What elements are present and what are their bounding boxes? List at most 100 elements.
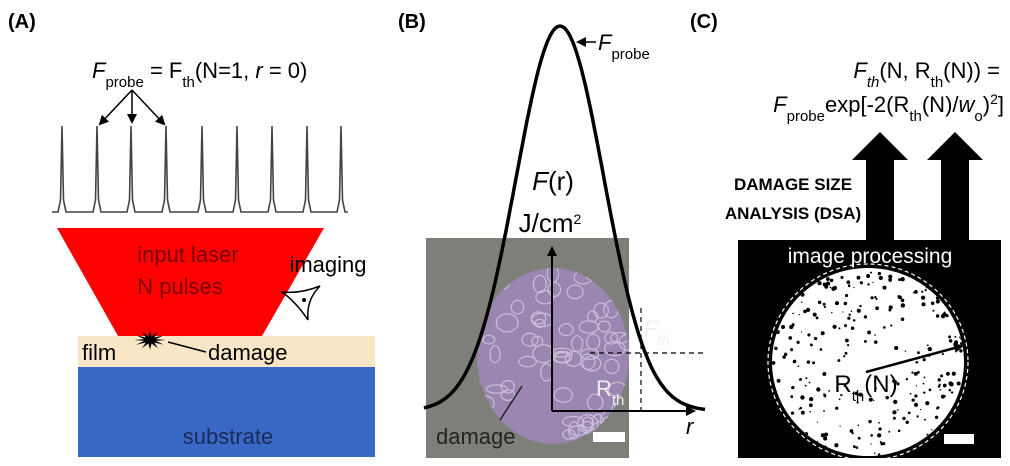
speck <box>906 378 908 380</box>
speck <box>931 302 935 306</box>
speck <box>872 282 873 283</box>
speck <box>842 311 843 312</box>
speck <box>874 340 878 344</box>
speck <box>922 302 926 306</box>
panel-label: (C) <box>690 11 718 33</box>
speck <box>845 294 848 297</box>
speck <box>914 372 918 376</box>
method-label: DAMAGE SIZE <box>734 175 852 194</box>
speck <box>893 417 896 420</box>
speck <box>790 348 793 351</box>
speck <box>888 308 891 311</box>
pointer-arrows <box>100 90 164 124</box>
speck <box>948 335 951 338</box>
eq-part: th <box>182 74 195 91</box>
speck <box>936 314 939 317</box>
speck <box>923 383 925 385</box>
speck <box>823 282 827 286</box>
speck <box>823 394 826 397</box>
speck <box>798 365 800 367</box>
speck <box>874 334 876 336</box>
label-part: (r) <box>548 166 574 196</box>
label-part: th <box>852 388 865 405</box>
speck <box>857 276 861 280</box>
speck <box>823 303 826 306</box>
label-part: (N) <box>864 371 897 398</box>
speck <box>823 436 827 440</box>
speck <box>788 336 792 340</box>
speck <box>830 287 832 289</box>
speck <box>920 409 921 410</box>
speck <box>921 296 925 300</box>
speck <box>878 422 880 424</box>
speck <box>943 384 947 388</box>
speck <box>826 277 830 281</box>
speck <box>870 434 873 437</box>
speck <box>902 417 905 420</box>
speck <box>866 274 870 278</box>
label-part: J/cm <box>519 208 574 238</box>
label-part: probe <box>611 46 649 63</box>
laser-text: input laser <box>137 242 239 267</box>
speck <box>954 340 958 344</box>
speck <box>848 284 851 287</box>
speck <box>901 318 905 322</box>
speck <box>924 377 926 379</box>
speck <box>924 419 926 421</box>
axis-label: r <box>686 414 695 439</box>
damage-blob <box>772 268 964 456</box>
speck <box>929 388 932 391</box>
speck <box>912 399 915 402</box>
speck <box>925 401 929 405</box>
up-arrow <box>927 132 983 242</box>
speck <box>867 283 869 285</box>
speck <box>852 432 854 434</box>
panel-label: (B) <box>398 11 426 33</box>
speck <box>807 360 810 363</box>
speck <box>927 344 929 346</box>
up-arrow <box>852 132 908 242</box>
speck <box>888 275 892 279</box>
speck <box>800 407 803 410</box>
eq-part: ) <box>983 92 990 117</box>
speck <box>878 427 881 430</box>
substrate-label: substrate <box>183 424 274 449</box>
speck <box>894 346 898 350</box>
speck <box>856 446 859 449</box>
speck <box>954 336 956 338</box>
label-part: th <box>657 332 670 349</box>
speck <box>888 431 890 433</box>
speck <box>805 385 807 387</box>
speck <box>939 389 941 391</box>
speck <box>791 411 794 414</box>
speck <box>890 324 892 326</box>
speck <box>839 425 840 426</box>
eq-part: exp[-2(R <box>825 92 909 117</box>
speck <box>840 276 843 279</box>
speck <box>816 317 819 320</box>
scale-bar <box>944 434 974 444</box>
speck <box>898 296 900 298</box>
speck <box>882 286 886 290</box>
speck <box>830 279 834 283</box>
label-part: R <box>834 371 851 398</box>
speck <box>898 278 901 281</box>
eq-part: (N)/ <box>922 92 960 117</box>
speck <box>859 305 861 307</box>
speck <box>952 372 956 376</box>
speck <box>801 411 805 415</box>
speck <box>847 344 849 346</box>
speck <box>951 391 953 393</box>
eye-pupil <box>302 298 306 302</box>
speck <box>946 372 950 376</box>
speck <box>858 425 860 427</box>
speck <box>844 302 847 305</box>
eq-part: o <box>974 108 982 125</box>
speck <box>821 331 825 335</box>
equation-line: Fprobeexp[-2(Rth(N)/wo)2] <box>773 91 1004 125</box>
speck <box>825 397 826 398</box>
speck <box>908 411 911 414</box>
speck <box>853 287 854 288</box>
speck <box>809 403 813 407</box>
speck <box>846 280 850 284</box>
